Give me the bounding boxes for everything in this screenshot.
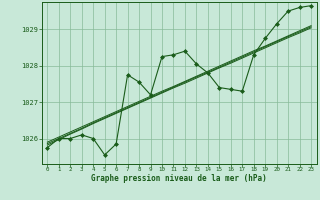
X-axis label: Graphe pression niveau de la mer (hPa): Graphe pression niveau de la mer (hPa): [91, 174, 267, 183]
